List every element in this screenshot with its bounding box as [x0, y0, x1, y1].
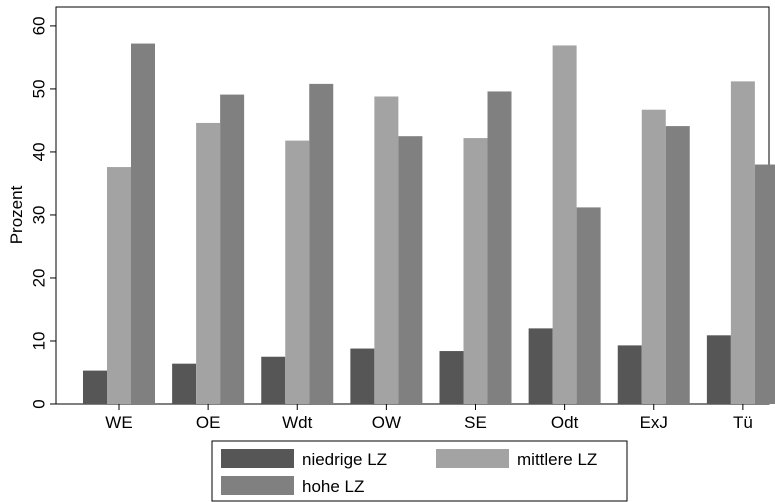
bar-niedrige-lz-OE	[172, 363, 197, 404]
x-tick-label: OE	[196, 413, 221, 432]
bar-mittlere-lz-OE	[196, 122, 221, 404]
y-axis-title: Prozent	[7, 185, 26, 244]
legend-swatch	[436, 449, 509, 468]
y-tick-label: 50	[29, 79, 48, 98]
x-tick-label: Odt	[551, 413, 579, 432]
bar-niedrige-lz-ExJ	[617, 345, 642, 404]
x-tick-label: Tü	[733, 413, 753, 432]
x-tick-label: ExJ	[640, 413, 668, 432]
bar-niedrige-lz-Odt	[528, 328, 553, 404]
bar-hohe-lz-ExJ	[665, 126, 690, 404]
legend-swatch	[221, 476, 294, 495]
bar-mittlere-lz-WE	[107, 167, 131, 404]
bar-niedrige-lz-Tü	[706, 335, 731, 404]
x-axis: WE OE Wdt OW SE Odt ExJ Tü	[105, 404, 753, 432]
y-tick-label: 30	[29, 205, 48, 224]
bar-niedrige-lz-Wdt	[261, 356, 286, 404]
y-tick-label: 60	[29, 16, 48, 35]
bar-niedrige-lz-SE	[439, 351, 464, 404]
bar-hohe-lz-OE	[220, 94, 245, 404]
bar-mittlere-lz-Tü	[730, 81, 755, 404]
bar-mittlere-lz-ExJ	[641, 109, 666, 404]
bar-mittlere-lz-OW	[374, 96, 399, 404]
bars	[83, 43, 775, 405]
y-tick-label: 40	[29, 142, 48, 161]
bar-mittlere-lz-Odt	[552, 45, 577, 404]
bar-hohe-lz-Tü	[754, 164, 775, 404]
y-axis: 0 10 20 30 40 50 60	[29, 16, 56, 409]
bar-niedrige-lz-OW	[350, 348, 375, 404]
x-tick-label: Wdt	[282, 413, 313, 432]
x-tick-label: SE	[464, 413, 487, 432]
y-tick-label: 20	[29, 269, 48, 288]
bar-niedrige-lz-WE	[83, 370, 107, 404]
legend-label: mittlere LZ	[517, 450, 597, 469]
y-tick-label: 0	[29, 399, 48, 408]
x-tick-label: OW	[372, 413, 401, 432]
legend-label: niedrige LZ	[302, 450, 387, 469]
bar-hohe-lz-Wdt	[309, 83, 334, 404]
y-tick-label: 10	[29, 332, 48, 351]
bar-hohe-lz-Odt	[576, 207, 601, 404]
bar-mittlere-lz-Wdt	[285, 140, 310, 405]
bar-hohe-lz-WE	[131, 43, 155, 405]
bar-hohe-lz-OW	[398, 136, 423, 404]
bar-hohe-lz-SE	[487, 91, 512, 404]
legend: niedrige LZ mittlere LZ hohe LZ	[211, 440, 628, 502]
legend-swatch	[221, 449, 294, 468]
bar-mittlere-lz-SE	[463, 138, 488, 405]
legend-label: hohe LZ	[302, 477, 364, 496]
x-tick-label: WE	[105, 413, 132, 432]
